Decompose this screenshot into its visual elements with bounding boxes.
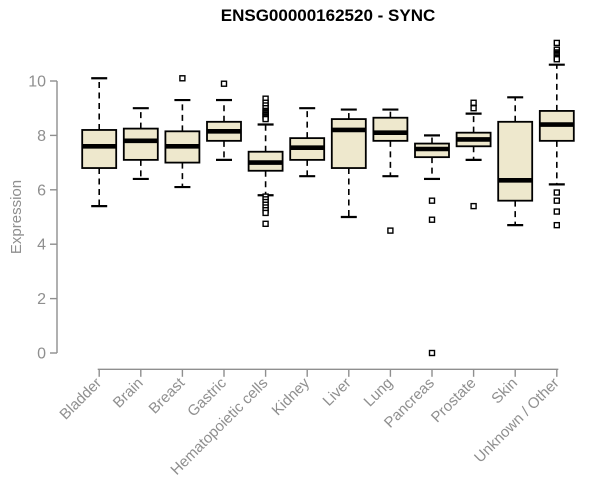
boxplot-kidney [289, 107, 326, 178]
y-tick-label: 10 [28, 74, 46, 91]
boxplot-liver [330, 108, 367, 219]
boxplot-unknown-other [538, 39, 575, 229]
x-tick-label: Skin [488, 375, 521, 408]
outlier-point [428, 349, 436, 357]
y-axis-title: Expression [8, 180, 25, 254]
y-tick-label: 2 [37, 291, 46, 308]
box-rect [497, 120, 534, 202]
outlier-point [553, 39, 560, 47]
boxplot-breast [164, 75, 201, 189]
box-rect [122, 127, 159, 161]
x-tick-label: Brain [110, 375, 147, 412]
outlier-point [553, 56, 560, 63]
outlier-point [553, 221, 560, 229]
outlier-point [553, 197, 560, 204]
y-tick-label: 8 [37, 128, 46, 145]
chart-title: ENSG00000162520 - SYNC [221, 6, 436, 25]
y-tick-label: 0 [37, 346, 46, 363]
outlier-point [220, 80, 228, 87]
outlier-point [179, 75, 186, 82]
outlier-point [470, 104, 477, 112]
outlier-point [470, 202, 477, 210]
box-rect [372, 116, 409, 142]
boxplot-bladder [81, 77, 118, 208]
y-tick-label: 6 [37, 182, 46, 199]
outlier-point [262, 209, 269, 217]
outlier-point [262, 115, 269, 123]
x-tick-label: Prostate [428, 375, 480, 427]
boxplot-skin [497, 96, 534, 227]
box-rect [330, 118, 367, 169]
x-tick-label: Breast [146, 374, 189, 417]
outlier-point [428, 216, 436, 223]
x-tick-label: Bladder [56, 375, 105, 424]
outlier-point [428, 197, 436, 204]
boxplot-brain [122, 107, 159, 181]
boxplot-gastric [206, 80, 242, 161]
x-tick-label: Lung [361, 375, 397, 411]
boxplot-hematopoietic-cells [247, 95, 284, 228]
outlier-point [470, 99, 477, 106]
boxplot-prostate [455, 99, 492, 210]
x-tick-label: Liver [320, 375, 355, 410]
x-tick-label: Kidney [269, 374, 314, 419]
outlier-point [553, 208, 560, 215]
y-tick-label: 4 [37, 237, 46, 254]
outlier-point [387, 227, 394, 234]
outlier-point [553, 189, 560, 196]
boxplot-pancreas [414, 134, 450, 357]
boxes-layer [81, 39, 575, 357]
boxplot-lung [372, 108, 409, 234]
box-rect [81, 129, 118, 169]
outlier-point [262, 220, 269, 228]
